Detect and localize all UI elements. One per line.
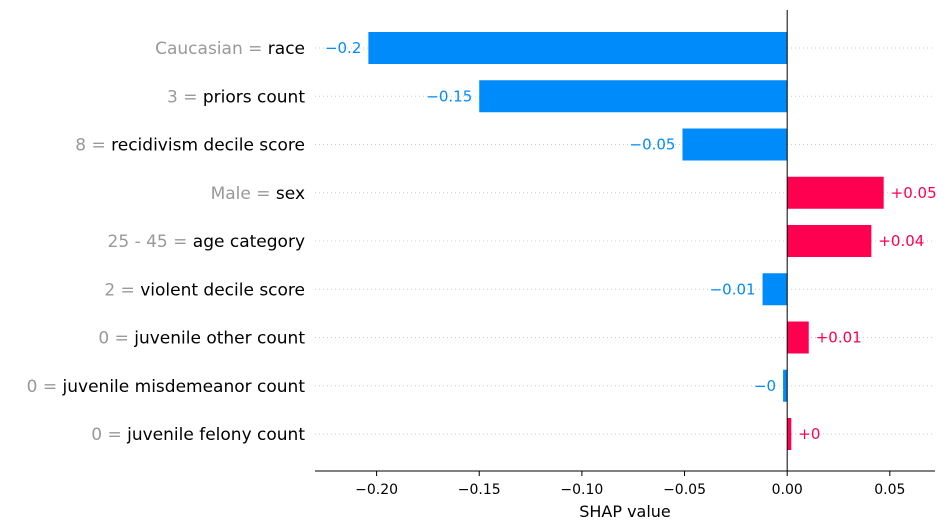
x-tick-label: 0.05	[874, 482, 905, 498]
x-axis: −0.20 −0.15 −0.10 −0.05 0.00 0.05	[315, 470, 935, 498]
bar	[787, 418, 792, 450]
x-tick-label: −0.10	[560, 482, 603, 498]
feature-name-text: race	[268, 39, 305, 59]
feature-value-text: Male =	[211, 184, 276, 204]
bar	[368, 32, 788, 64]
bar-value-label: +0.01	[816, 329, 862, 347]
bar-value-label: −0.15	[426, 87, 472, 105]
feature-value-text: 25 - 45 =	[108, 232, 193, 252]
feature-name-text: sex	[276, 184, 305, 204]
feature-value-text: 0 =	[27, 377, 63, 397]
feature-label: 8 = recidivism decile score	[75, 136, 305, 156]
bar	[783, 369, 788, 402]
bar-value-label: +0.04	[878, 232, 924, 250]
feature-label: 3 = priors count	[167, 87, 305, 107]
x-tick-label: −0.05	[663, 482, 706, 498]
feature-label: 25 - 45 = age category	[108, 232, 305, 252]
bar-value-label: −0.01	[710, 280, 756, 298]
bar	[479, 80, 788, 113]
bar	[787, 321, 809, 354]
feature-name-text: violent decile score	[140, 280, 305, 300]
feature-label: 0 = juvenile other count	[98, 329, 305, 349]
feature-value-text: Caucasian =	[155, 39, 268, 59]
feature-labels: Caucasian = race 3 = priors count 8 = reci…	[27, 39, 306, 445]
bar-value-label: −0	[754, 377, 776, 395]
x-axis-label: SHAP value	[579, 502, 671, 521]
bar-value-label: −0.2	[325, 39, 361, 57]
bar	[682, 128, 788, 161]
feature-label: 2 = violent decile score	[104, 280, 305, 300]
x-tick-label: 0.00	[772, 482, 803, 498]
feature-value-text: 2 =	[104, 280, 140, 300]
bar	[787, 176, 884, 209]
feature-label: 0 = juvenile misdemeanor count	[27, 377, 306, 397]
feature-label: 0 = juvenile felony count	[91, 425, 305, 445]
feature-label: Caucasian = race	[155, 39, 305, 59]
feature-value-text: 8 =	[75, 136, 111, 156]
feature-name-text: juvenile felony count	[126, 425, 305, 445]
feature-value-text: 0 =	[98, 329, 134, 349]
bar	[762, 273, 788, 306]
feature-value-text: 3 =	[167, 87, 203, 107]
feature-name-text: priors count	[203, 87, 305, 107]
feature-name-text: juvenile misdemeanor count	[62, 377, 306, 397]
feature-name-text: recidivism decile score	[111, 136, 305, 156]
x-tick-label: −0.15	[458, 482, 501, 498]
bar	[787, 225, 872, 257]
bar-value-label: +0.05	[891, 184, 937, 202]
feature-name-text: juvenile other count	[133, 329, 305, 349]
feature-value-text: 0 =	[91, 425, 127, 445]
bars-layer: −0.2 −0.15 −0.05 +0.05 +0.04 −0.01 +0.01 −0 +0	[325, 32, 937, 450]
bar-value-label: +0	[798, 425, 820, 443]
bar-value-label: −0.05	[630, 136, 676, 154]
feature-name-text: age category	[193, 232, 305, 252]
x-tick-label: −0.20	[355, 482, 398, 498]
feature-label: Male = sex	[211, 184, 305, 204]
